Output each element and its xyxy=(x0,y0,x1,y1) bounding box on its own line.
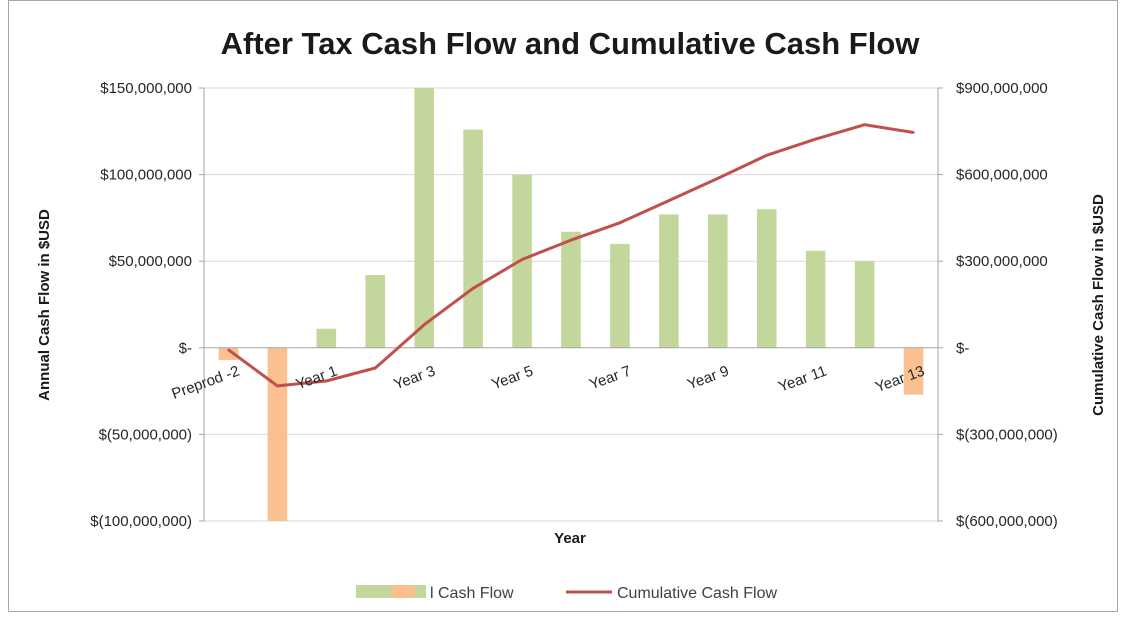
x-tick-label-2: Year 3 xyxy=(392,363,438,394)
bar-year-2 xyxy=(365,275,386,348)
cumulative-point-year-13 xyxy=(912,131,915,134)
bar-preprod--2 xyxy=(218,347,239,360)
bar-year-10 xyxy=(756,209,777,348)
left-tick-label-1: $100,000,000 xyxy=(100,167,192,184)
cumulative-point-year-5 xyxy=(520,258,524,261)
right-axis-title: Cumulative Cash Flow in $USD xyxy=(1090,194,1107,416)
left-axis-ticks: $150,000,000 $100,000,000 $50,000,000 $- $(5… xyxy=(90,80,192,530)
right-tick-label-4: $(300,000,000) xyxy=(956,426,1058,443)
cumulative-point-year-11 xyxy=(814,137,817,141)
x-axis-title: Year xyxy=(554,530,586,547)
left-tick-label-4: $(50,000,000) xyxy=(99,426,192,443)
bar-year-1 xyxy=(316,328,337,348)
cumulative-point-year-4 xyxy=(471,287,475,290)
x-tick-label-6: Year 11 xyxy=(776,363,829,396)
right-axis-ticks: $900,000,000 $600,000,000 $300,000,000 $- $(… xyxy=(956,80,1058,530)
cumulative-point-year-7 xyxy=(618,221,622,225)
left-tick-label-2: $50,000,000 xyxy=(109,253,192,270)
cumulative-point-year-3 xyxy=(423,323,426,326)
right-tick-label-2: $300,000,000 xyxy=(956,253,1048,270)
legend-cumulative-cash-flow: Cumulative Cash Flow xyxy=(617,585,778,602)
x-tick-label-5: Year 9 xyxy=(685,363,731,394)
cumulative-point-year-12 xyxy=(863,123,866,126)
bar-year-4 xyxy=(463,129,483,348)
cumulative-point-year-8 xyxy=(667,199,671,202)
x-tick-label-0: Preprod -2 xyxy=(169,363,241,403)
right-tick-label-0: $900,000,000 xyxy=(956,80,1048,97)
bar-year-7 xyxy=(610,243,630,348)
left-tick-label-3: $- xyxy=(179,340,192,357)
right-tick-label-5: $(600,000,000) xyxy=(956,513,1058,530)
bar-year-12 xyxy=(854,261,875,348)
cumulative-point-year-9 xyxy=(716,177,719,180)
cumulative-point-preprod--2 xyxy=(227,348,230,352)
left-tick-label-5: $(100,000,000) xyxy=(90,513,192,530)
bar-year-13 xyxy=(903,347,924,395)
cumulative-point-year-2 xyxy=(374,366,377,370)
left-tick-label-0: $150,000,000 xyxy=(100,80,192,97)
x-tick-label-3: Year 5 xyxy=(489,363,535,394)
cumulative-point-year-6 xyxy=(569,238,573,242)
bar-year-9 xyxy=(708,214,728,348)
cumulative-point-year-1 xyxy=(325,379,328,383)
bar-year-8 xyxy=(659,214,679,348)
cumulative-cash-flow-line-layer xyxy=(227,123,915,388)
right-tick-label-1: $600,000,000 xyxy=(956,167,1048,184)
cumulative-point-preprod--1 xyxy=(276,384,279,388)
legend-bar-swatch-negative xyxy=(391,585,415,598)
right-tick-label-3: $- xyxy=(956,340,969,357)
bar-year-6 xyxy=(561,231,581,348)
axes xyxy=(199,87,943,522)
x-tick-label-4: Year 7 xyxy=(587,363,633,394)
chart-title: After Tax Cash Flow and Cumulative Cash … xyxy=(221,26,921,61)
legend-annual-cash-flow: l Cash Flow xyxy=(430,585,514,602)
x-tick-label-1: Year 1 xyxy=(294,363,340,394)
legend: l Cash Flow Cumulative Cash Flow xyxy=(356,585,778,602)
bar-year-3 xyxy=(414,88,434,348)
left-axis-title: Annual Cash Flow in $USD xyxy=(36,209,53,401)
cumulative-point-year-10 xyxy=(765,154,768,157)
gridlines xyxy=(204,87,938,522)
bar-preprod--1 xyxy=(267,347,288,521)
annual-cash-flow-bars xyxy=(218,88,924,521)
bar-year-11 xyxy=(805,250,826,348)
